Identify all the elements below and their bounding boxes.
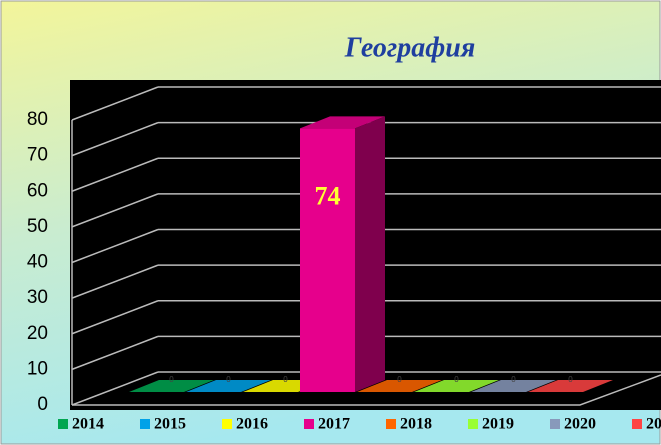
legend-label: 2016: [236, 416, 268, 433]
data-label: 0: [568, 375, 573, 384]
legend-swatch: [468, 419, 478, 429]
legend-label: 2019: [482, 416, 514, 433]
grid-line: [71, 264, 159, 299]
y-tick-label: 20: [27, 323, 48, 344]
data-label: 0: [226, 375, 231, 384]
y-tick-label: 10: [27, 358, 48, 379]
y-tick-label: 50: [27, 216, 48, 237]
data-label: 0: [283, 375, 288, 384]
legend-label: 2020: [564, 416, 596, 433]
grid-line: [71, 157, 159, 192]
legend-label: 2021: [646, 416, 661, 433]
legend-label: 2018: [400, 416, 432, 433]
legend-swatch: [550, 419, 560, 429]
legend-swatch: [304, 419, 314, 429]
legend-swatch: [632, 419, 642, 429]
bar-top: [471, 380, 556, 392]
grid-line: [71, 193, 159, 228]
data-label: 0: [454, 375, 459, 384]
bar-top: [414, 380, 499, 392]
bar: [300, 128, 355, 392]
y-tick-label: 0: [37, 394, 48, 415]
y-tick-label: 70: [27, 145, 48, 166]
grid-line: [71, 371, 159, 406]
grid-line: [71, 335, 159, 371]
y-tick-label: 60: [27, 180, 48, 201]
bar-top: [357, 380, 442, 392]
legend-swatch: [386, 419, 396, 429]
grid-line: [71, 121, 159, 157]
y-tick-label: 40: [27, 252, 48, 273]
legend-swatch: [222, 419, 232, 429]
bar-side: [355, 116, 385, 392]
data-label: 0: [397, 375, 402, 384]
data-label: 0: [169, 375, 174, 384]
legend-label: 2015: [154, 416, 186, 433]
bar-top: [186, 380, 271, 392]
grid-line: [71, 300, 159, 335]
bar-top: [528, 380, 613, 392]
floor: [72, 374, 661, 406]
bar-top: [129, 380, 214, 392]
y-tick-label: 80: [27, 109, 48, 130]
legend-label: 2017: [318, 416, 350, 433]
legend-swatch: [140, 419, 150, 429]
legend-label: 2014: [72, 416, 104, 433]
y-tick-label: 30: [27, 287, 48, 308]
grid-line: [71, 228, 159, 264]
chart-title: География: [344, 32, 476, 63]
data-label: 74: [315, 181, 341, 210]
grid-line: [71, 86, 159, 121]
bar-top: [300, 116, 385, 129]
legend-swatch: [58, 419, 68, 429]
data-label: 0: [511, 375, 516, 384]
